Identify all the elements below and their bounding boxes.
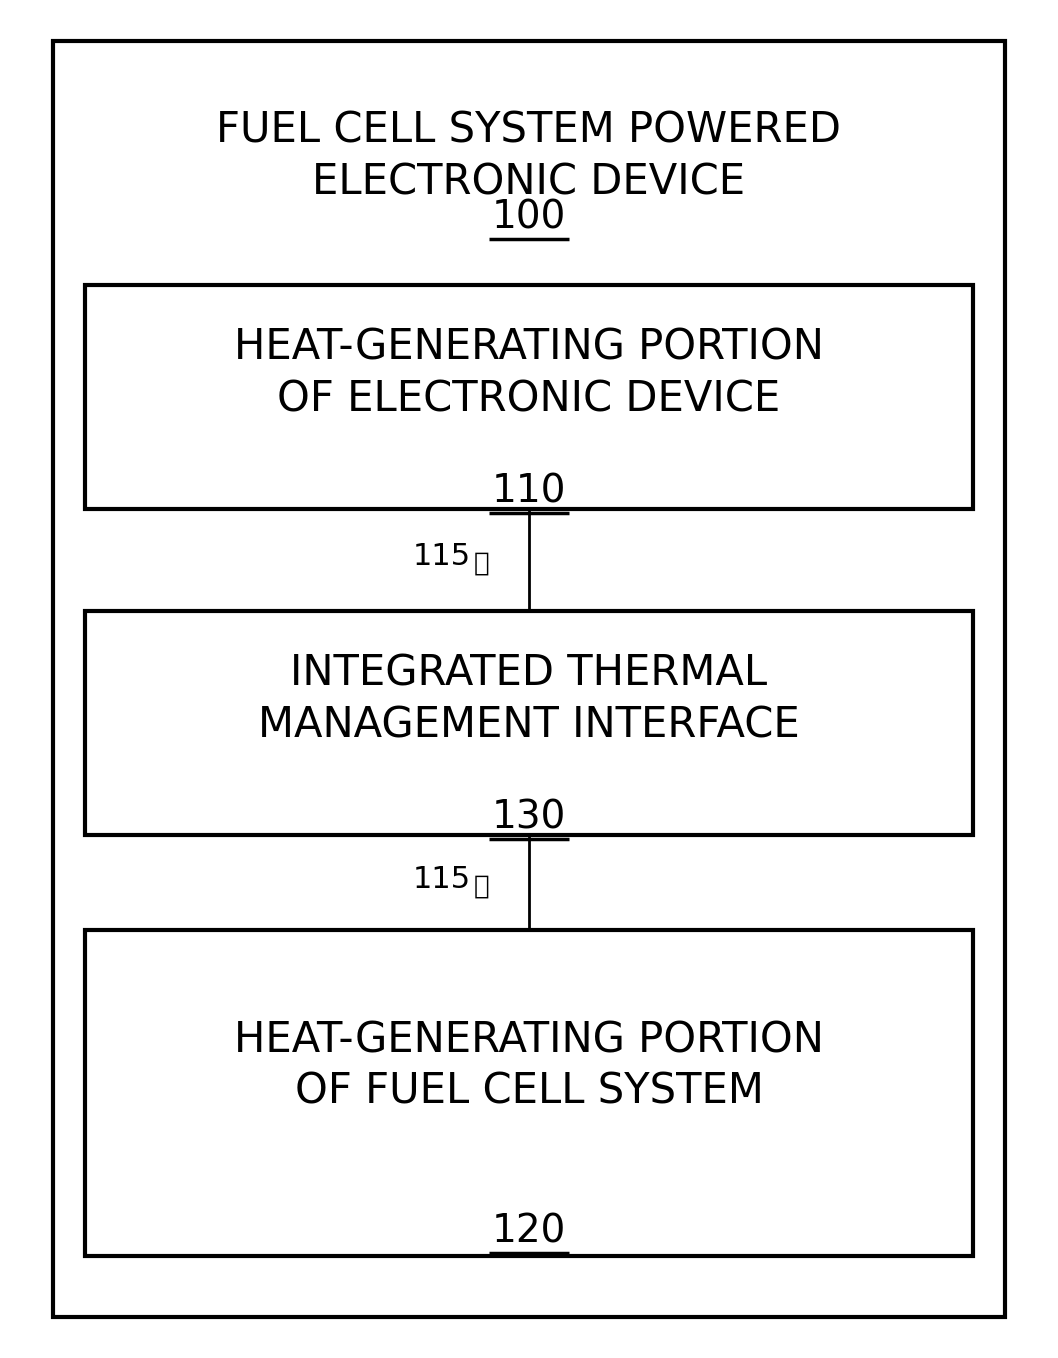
Text: FUEL CELL SYSTEM POWERED
ELECTRONIC DEVICE: FUEL CELL SYSTEM POWERED ELECTRONIC DEVI… [217, 109, 841, 204]
Text: INTEGRATED THERMAL
MANAGEMENT INTERFACE: INTEGRATED THERMAL MANAGEMENT INTERFACE [258, 652, 800, 747]
Text: 115: 115 [413, 865, 471, 895]
Bar [85, 930, 973, 1256]
Text: ⤵: ⤵ [474, 873, 490, 900]
Text: HEAT-GENERATING PORTION
OF FUEL CELL SYSTEM: HEAT-GENERATING PORTION OF FUEL CELL SYS… [234, 1018, 824, 1114]
Text: 120: 120 [492, 1213, 566, 1251]
Text: 100: 100 [492, 198, 566, 236]
Text: 115: 115 [413, 542, 471, 572]
Bar [85, 285, 973, 509]
Text: 110: 110 [492, 473, 566, 511]
Text: HEAT-GENERATING PORTION
OF ELECTRONIC DEVICE: HEAT-GENERATING PORTION OF ELECTRONIC DE… [234, 326, 824, 421]
Text: ⤵: ⤵ [474, 550, 490, 577]
Bar [85, 611, 973, 835]
Text: 130: 130 [492, 799, 566, 837]
